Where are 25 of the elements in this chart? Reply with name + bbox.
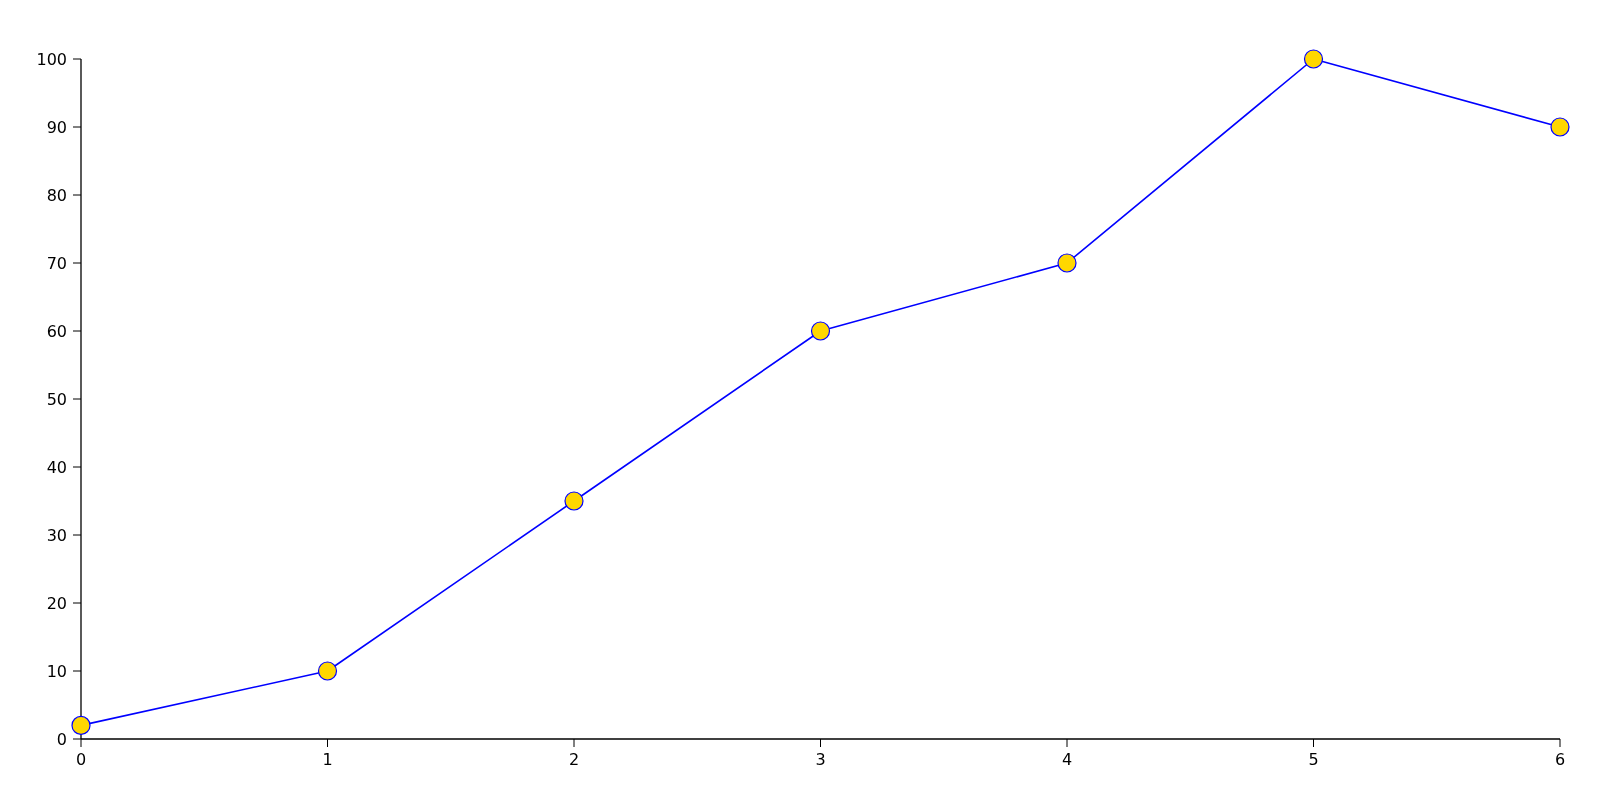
y-tick-label: 90 [46,117,67,137]
x-tick-label: 2 [568,750,580,769]
y-tick-label: 70 [46,253,67,273]
y-tick-label: 60 [46,321,67,341]
x-tick-label: 4 [1061,750,1073,769]
point [317,661,338,681]
point [1057,253,1077,273]
y-tick-label: 10 [46,661,67,681]
y-tick-label: 40 [46,457,67,477]
point [810,321,831,341]
x-tick-label: 0 [75,750,87,769]
x-tick-label: 1 [322,750,333,769]
y-tick-label: 20 [46,593,67,613]
x-tick-label: 6 [1554,750,1566,769]
y-tick-label: 100 [36,49,67,69]
y-tick-label: 0 [56,729,67,749]
y-tick-label: 30 [46,525,67,545]
x-tick-label: 3 [815,750,826,769]
point [1550,117,1570,137]
y-tick-label: 80 [46,185,67,205]
y-tick-label: 50 [46,389,67,409]
x-tick-label: 5 [1308,750,1319,769]
point [564,491,584,511]
point [1303,49,1324,69]
point [71,715,91,735]
